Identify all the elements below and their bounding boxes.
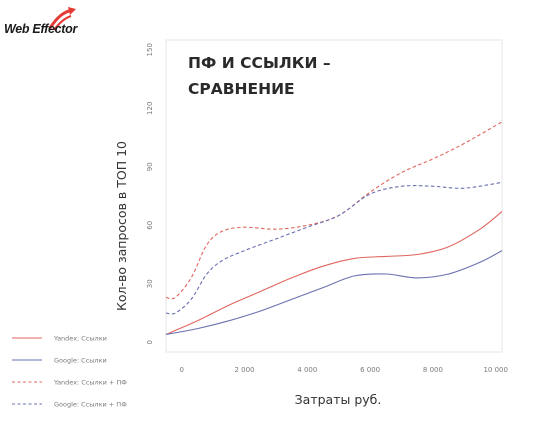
series-line-3	[165, 121, 503, 300]
series-line-2	[165, 250, 503, 335]
x-tick-label: 10 000	[483, 366, 508, 374]
y-tick-label: 150	[146, 43, 154, 56]
legend-label: Yandex: Ссылки	[53, 335, 107, 343]
series-line-1	[165, 211, 503, 335]
y-tick-label: 0	[146, 340, 154, 344]
y-tick-label: 60	[146, 221, 154, 230]
x-tick-label: 8 000	[423, 366, 443, 374]
logo-text: Web Effector	[4, 22, 78, 36]
x-tick-label: 4 000	[297, 366, 317, 374]
x-axis-label: Затраты руб.	[295, 392, 382, 407]
legend-label: Google: Ссылки + ПФ	[54, 401, 127, 409]
y-tick-label: 30	[146, 279, 154, 288]
x-tick-label: 2 000	[234, 366, 254, 374]
legend-label: Yandex: Ссылки + ПФ	[53, 379, 127, 387]
x-tick-label: 0	[179, 366, 183, 374]
plot-frame	[165, 39, 503, 353]
web-effector-logo: Web Effector	[2, 6, 82, 42]
x-tick-label: 6 000	[360, 366, 380, 374]
series-line-4	[165, 181, 503, 315]
chart-title-line: ПФ И ССЫЛКИ –	[188, 54, 331, 72]
chart-title-line: СРАВНЕНИЕ	[188, 80, 295, 98]
logo-swoosh-icon	[48, 7, 76, 31]
y-axis-label: Кол-во запросов в ТОП 10	[114, 141, 129, 311]
legend-label: Google: Ссылки	[54, 357, 107, 365]
y-tick-label: 120	[146, 102, 154, 115]
y-tick-label: 90	[146, 162, 154, 171]
